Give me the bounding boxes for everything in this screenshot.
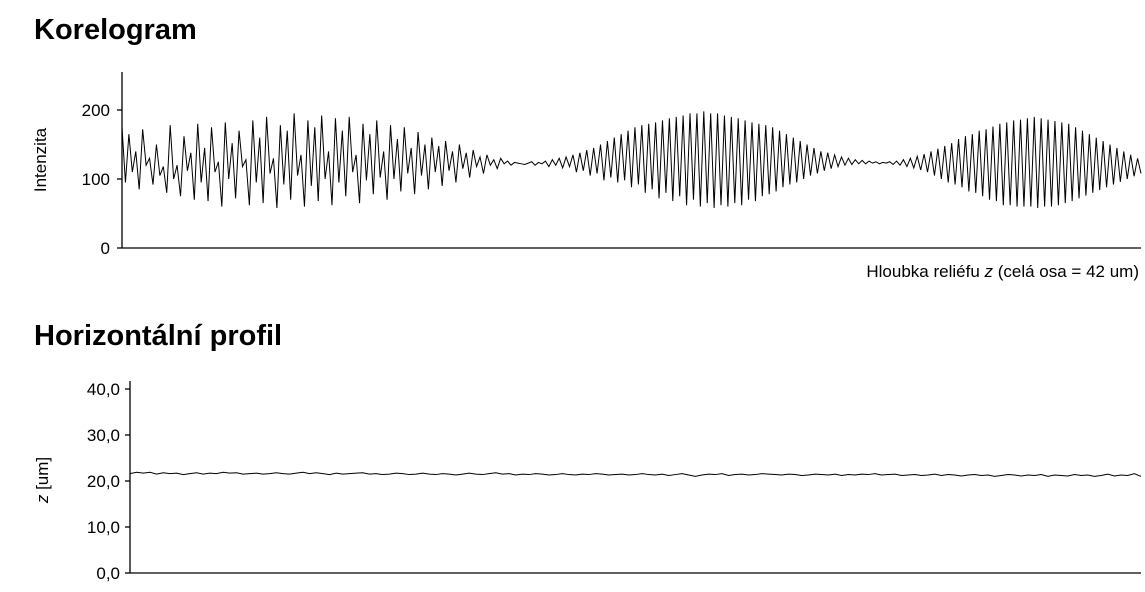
y-tick-label: 100 [82, 170, 110, 189]
y-tick-label: 200 [82, 101, 110, 120]
horizontal-profile-panel: Horizontální profil 0,0 10,0 20,0 30,0 40,0 z… [0, 300, 1145, 592]
korelogram-chart: 0 100 200 Intenzita Hloubka reliéfu z (celá … [31, 72, 1142, 281]
chart-title: Korelogram [34, 14, 197, 46]
x-axis-label-variable: z [984, 262, 994, 281]
x-axis-label-range: (celá osa = 42 um) [993, 262, 1139, 281]
y-tick-label: 0 [101, 239, 110, 258]
y-tick-label: 20,0 [87, 472, 120, 491]
y-tick-label: 0,0 [96, 564, 120, 583]
y-axis-label-unit: [um] [33, 457, 52, 495]
korelogram-panel: Korelogram 0 100 200 Intenzita Hloubka relié… [31, 14, 1142, 281]
y-axis-label: Intenzita [31, 127, 50, 192]
series-line [129, 471, 1142, 477]
x-axis-label: Hloubka reliéfu z (celá osa = 42 um) [866, 262, 1139, 281]
series-line [121, 111, 1142, 209]
y-tick-label: 40,0 [87, 380, 120, 399]
y-axis-label-variable: z [33, 494, 52, 504]
horizontal-profile-chart: 0,010,020,030,040,0z [um]Povrch předmětu… [33, 380, 1142, 583]
y-axis-label: z [um] [33, 457, 52, 504]
y-tick-label: 10,0 [87, 518, 120, 537]
chart-title: Horizontální profil [34, 320, 283, 352]
x-axis-label-text: Hloubka reliéfu [866, 262, 984, 281]
y-tick-label: 30,0 [87, 426, 120, 445]
